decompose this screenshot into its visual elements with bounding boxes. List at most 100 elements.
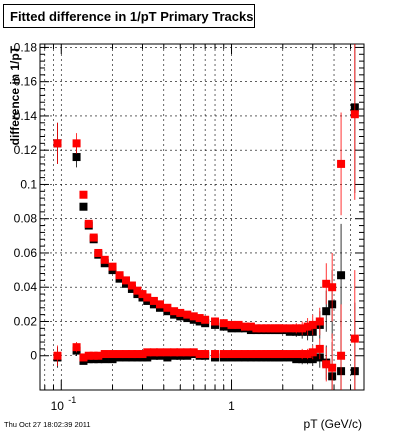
- y-tick-label: 0.04: [14, 280, 38, 294]
- x-tick-label: 10: [51, 399, 65, 413]
- data-point: [262, 350, 271, 359]
- data-point: [143, 293, 152, 302]
- y-tick-label: 0.1: [20, 177, 37, 191]
- data-point: [246, 322, 255, 331]
- data-point: [211, 317, 220, 326]
- y-tick-label: 0.02: [14, 314, 38, 328]
- data-point: [149, 296, 158, 305]
- data-point: [201, 350, 210, 359]
- data-point: [322, 279, 331, 288]
- data-point: [241, 350, 250, 359]
- data-point: [72, 153, 81, 162]
- data-point: [292, 324, 301, 333]
- data-point: [53, 139, 62, 148]
- data-point: [183, 310, 192, 319]
- data-point: [170, 348, 179, 357]
- data-point: [163, 303, 172, 312]
- x-grid: [44, 44, 365, 390]
- data-point: [79, 353, 88, 362]
- data-point: [89, 233, 98, 242]
- data-point: [292, 355, 301, 364]
- data-point: [350, 334, 359, 343]
- data-point: [308, 348, 317, 357]
- data-point: [234, 320, 243, 329]
- data-point: [53, 351, 62, 360]
- data-point: [227, 320, 236, 329]
- chart-title-box: Fitted difference in 1/pT Primary Tracks: [3, 4, 255, 28]
- y-tick-label: 0.06: [14, 246, 38, 260]
- data-point: [133, 350, 142, 359]
- data-point: [183, 348, 192, 357]
- data-point: [337, 159, 346, 168]
- data-point: [219, 350, 228, 359]
- data-point: [278, 324, 287, 333]
- data-point: [303, 350, 312, 359]
- data-point: [195, 350, 204, 359]
- x-axis-label: pT (GeV/c): [304, 417, 362, 431]
- data-point: [127, 281, 136, 290]
- data-point: [84, 219, 93, 228]
- data-point: [285, 350, 294, 359]
- data-point: [298, 324, 307, 333]
- x-ticks: [44, 44, 365, 390]
- data-point: [138, 290, 147, 299]
- series-3: [53, 270, 359, 390]
- data-point: [155, 300, 164, 309]
- data-point: [257, 324, 266, 333]
- data-point: [108, 350, 117, 359]
- data-point: [315, 317, 324, 326]
- data-point: [257, 350, 266, 359]
- x-tick-label-exponent: -1: [68, 395, 76, 405]
- data-point: [328, 283, 337, 292]
- y-tick-labels: 0 0.02 0.04 0.06 0.08 0.1 0.12 0.14 0.16 0.18: [14, 40, 38, 362]
- y-tick-label: 0.08: [14, 212, 38, 226]
- data-point: [246, 350, 255, 359]
- series-0: [53, 44, 359, 343]
- data-point: [115, 271, 124, 280]
- data-point: [328, 363, 337, 372]
- series-layer: [53, 44, 359, 390]
- data-point: [100, 355, 109, 364]
- data-point: [292, 350, 301, 359]
- data-point: [72, 139, 81, 148]
- y-axis-label: difference in 1/pT: [8, 45, 22, 145]
- y-ticks: [40, 46, 364, 357]
- data-point: [108, 355, 117, 364]
- data-point: [201, 315, 210, 324]
- data-point: [298, 350, 307, 359]
- data-point: [100, 255, 109, 264]
- data-point: [84, 351, 93, 360]
- data-point: [149, 348, 158, 357]
- data-point: [337, 351, 346, 360]
- data-point: [322, 360, 331, 369]
- data-point: [122, 276, 131, 285]
- data-point: [262, 324, 271, 333]
- data-point: [278, 350, 287, 359]
- data-point: [138, 350, 147, 359]
- data-point: [176, 308, 185, 317]
- data-point: [266, 324, 275, 333]
- data-point: [94, 248, 103, 257]
- data-point: [241, 322, 250, 331]
- data-point: [252, 350, 261, 359]
- data-point: [133, 286, 142, 295]
- data-point: [266, 350, 275, 359]
- data-point: [94, 351, 103, 360]
- data-point: [219, 319, 228, 328]
- x-tick-label: 1: [228, 399, 235, 413]
- data-point: [315, 344, 324, 353]
- data-point: [143, 353, 152, 362]
- chart-title: Fitted difference in 1/pT Primary Tracks: [10, 9, 254, 24]
- data-point: [89, 351, 98, 360]
- timestamp-footer: Thu Oct 27 18:02:39 2011: [4, 420, 91, 429]
- y-tick-label: 0.12: [14, 143, 38, 157]
- plot-frame: [39, 43, 365, 391]
- data-point: [227, 350, 236, 359]
- data-point: [163, 353, 172, 362]
- y-tick-label: 0.16: [14, 75, 38, 89]
- data-point: [108, 262, 117, 271]
- series-1: [53, 44, 359, 336]
- data-point: [72, 343, 81, 352]
- y-grid: [40, 47, 364, 357]
